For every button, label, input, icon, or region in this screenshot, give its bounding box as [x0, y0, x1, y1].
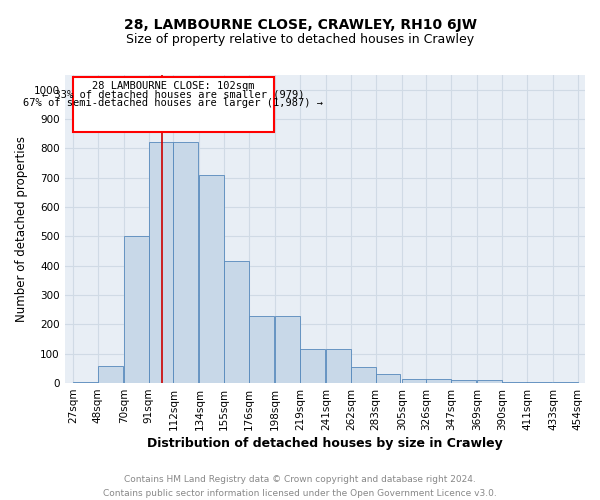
Bar — [149, 142, 173, 383]
Y-axis label: Number of detached properties: Number of detached properties — [15, 136, 28, 322]
Bar — [73, 382, 98, 383]
Text: ← 33% of detached houses are smaller (979): ← 33% of detached houses are smaller (97… — [42, 90, 305, 100]
Bar — [173, 142, 198, 383]
Bar — [478, 380, 502, 383]
Text: 28 LAMBOURNE CLOSE: 102sqm: 28 LAMBOURNE CLOSE: 102sqm — [92, 81, 254, 91]
Bar — [451, 380, 476, 383]
Bar — [427, 378, 451, 383]
Bar — [124, 236, 149, 383]
Text: Size of property relative to detached houses in Crawley: Size of property relative to detached ho… — [126, 32, 474, 46]
Bar — [73, 78, 274, 132]
Bar — [98, 366, 122, 383]
X-axis label: Distribution of detached houses by size in Crawley: Distribution of detached houses by size … — [147, 437, 503, 450]
Text: 67% of semi-detached houses are larger (1,987) →: 67% of semi-detached houses are larger (… — [23, 98, 323, 108]
Text: 28, LAMBOURNE CLOSE, CRAWLEY, RH10 6JW: 28, LAMBOURNE CLOSE, CRAWLEY, RH10 6JW — [124, 18, 476, 32]
Bar — [527, 382, 552, 383]
Bar — [502, 382, 527, 383]
Bar — [326, 350, 351, 383]
Bar — [401, 378, 427, 383]
Bar — [300, 350, 325, 383]
Bar — [275, 316, 300, 383]
Bar — [249, 316, 274, 383]
Text: Contains HM Land Registry data © Crown copyright and database right 2024.
Contai: Contains HM Land Registry data © Crown c… — [103, 476, 497, 498]
Bar — [351, 367, 376, 383]
Bar — [224, 262, 249, 383]
Bar — [199, 175, 224, 383]
Bar — [553, 382, 578, 383]
Bar — [376, 374, 400, 383]
